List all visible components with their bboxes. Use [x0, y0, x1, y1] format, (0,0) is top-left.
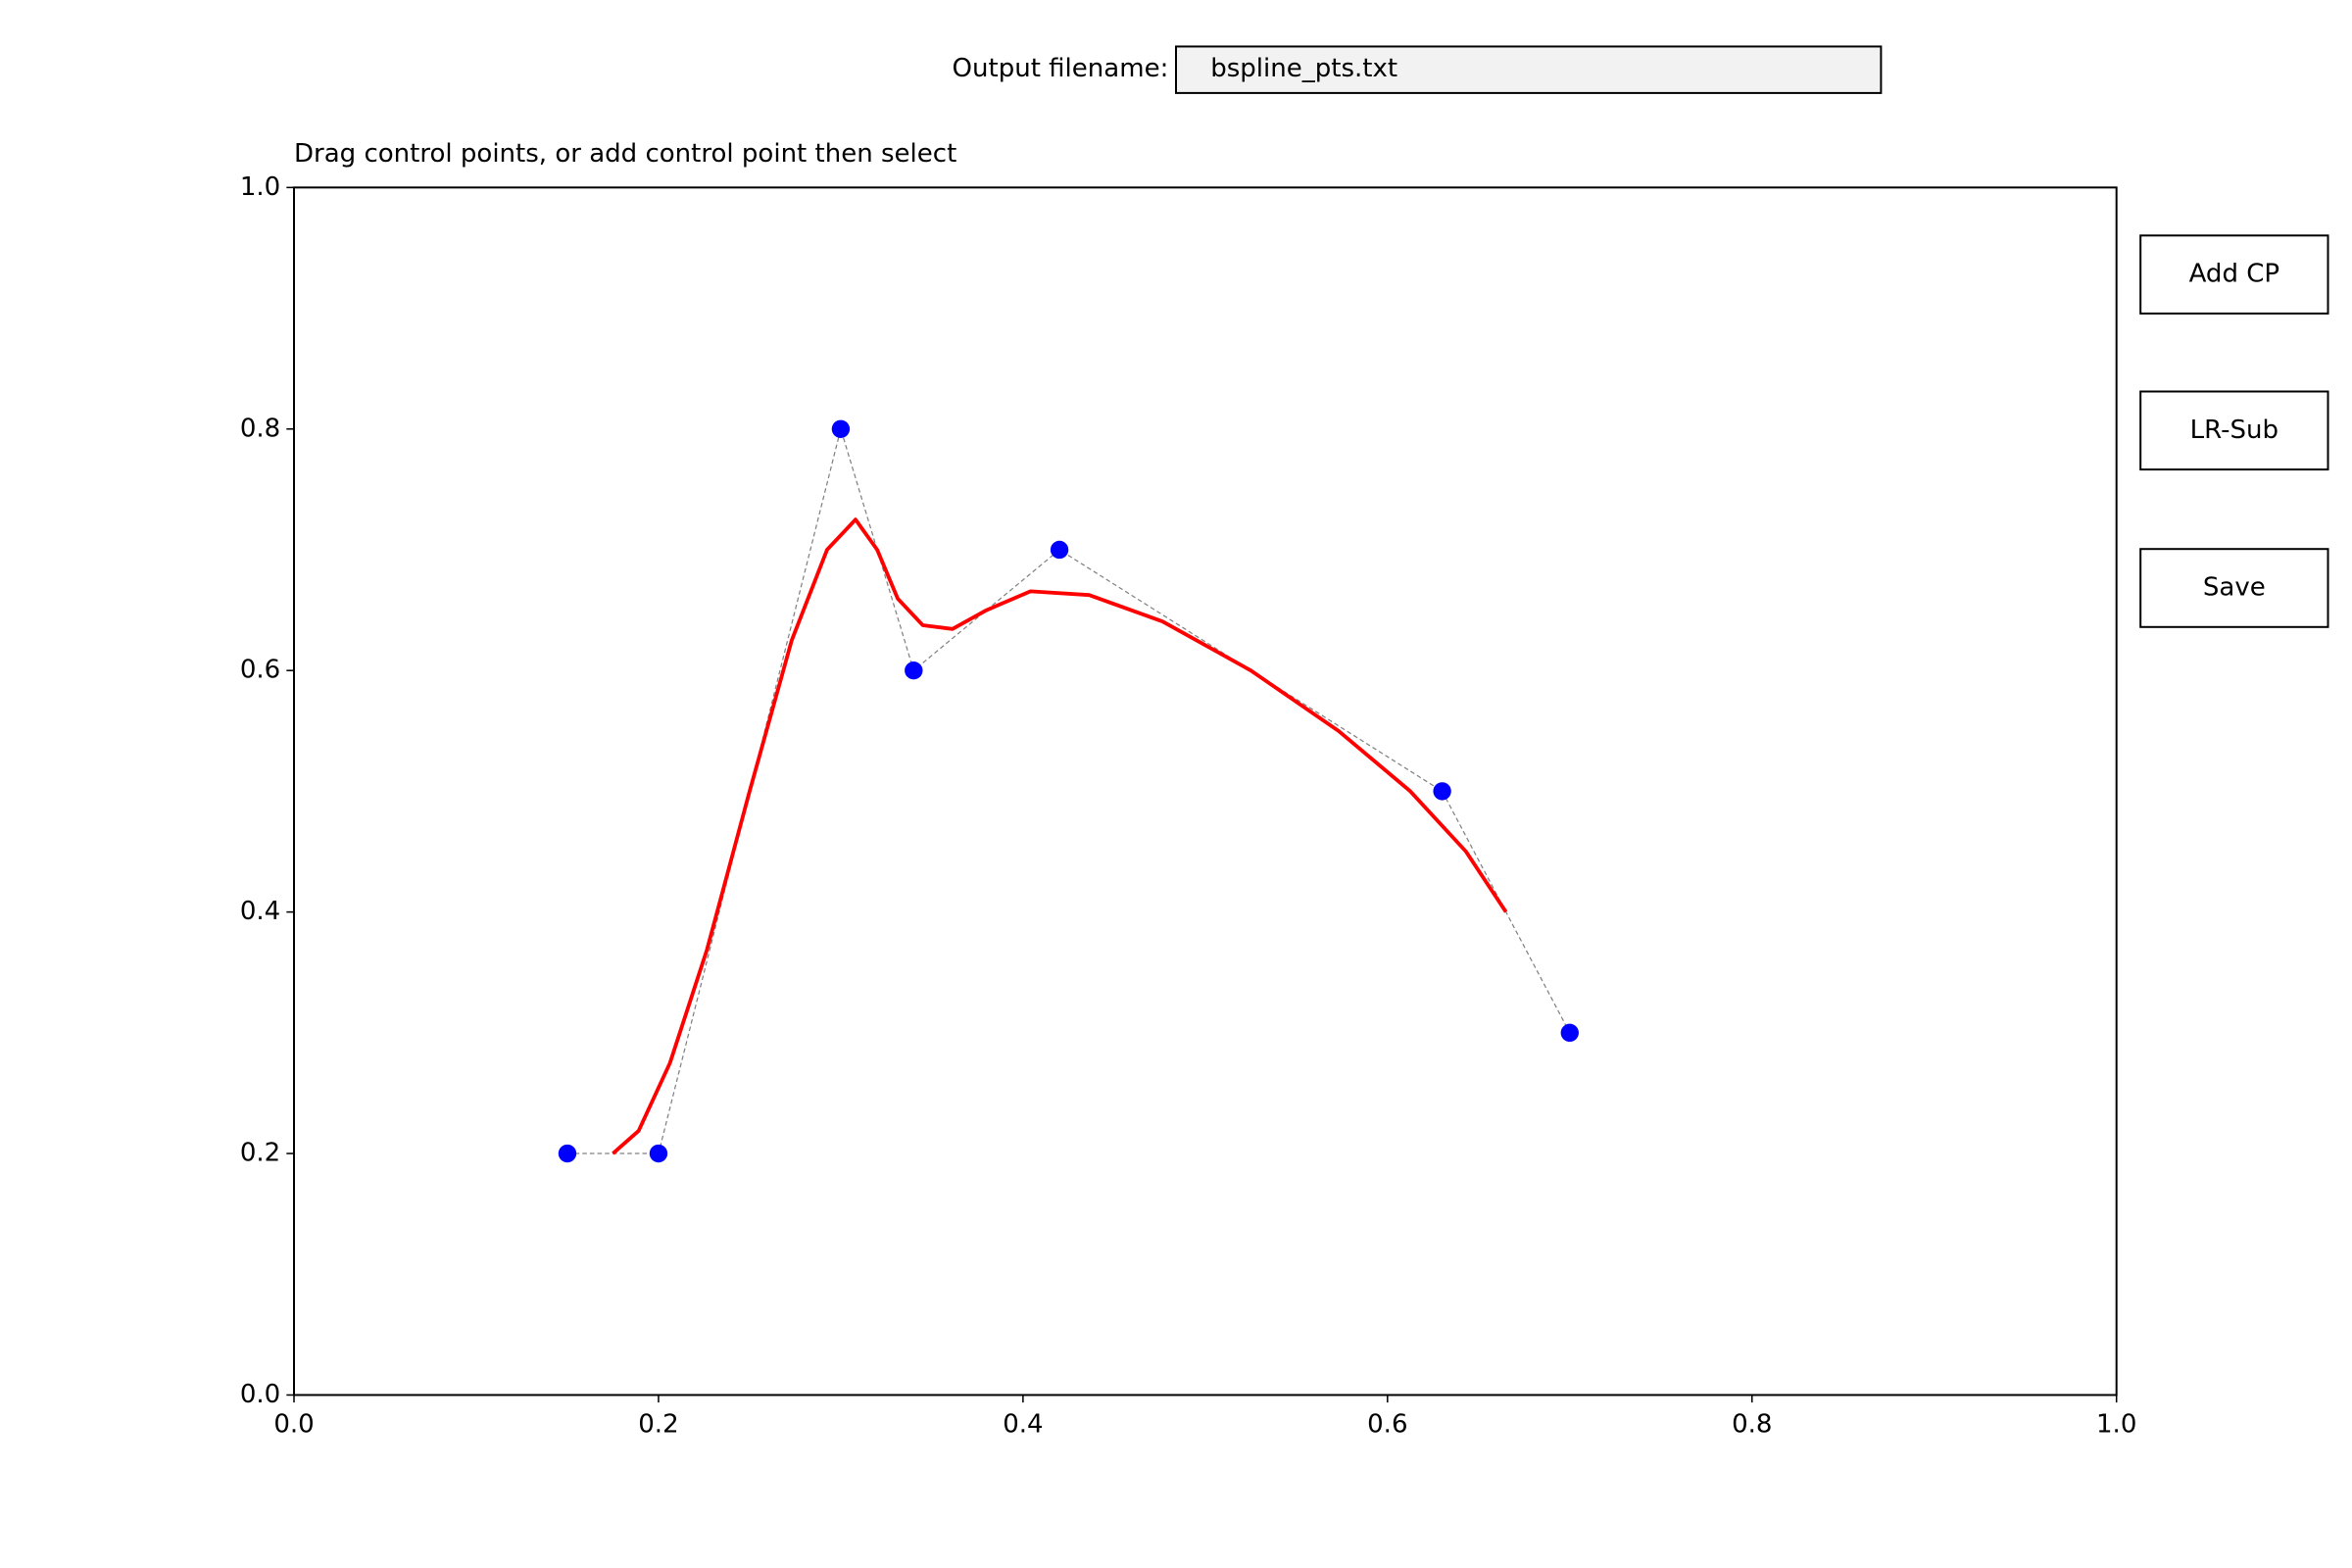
y-tick-label: 1.0 [240, 172, 280, 202]
button-label[interactable]: Add CP [2189, 260, 2280, 289]
button-frame[interactable] [2139, 234, 2329, 315]
spline-curve [612, 517, 1508, 1155]
x-tick-label: 0.4 [1003, 1410, 1043, 1440]
y-tick-label: 0.8 [240, 414, 280, 443]
control-point[interactable] [649, 1144, 668, 1163]
x-tick-label: 1.0 [2096, 1410, 2136, 1440]
control-point[interactable] [831, 419, 851, 438]
chart-title: Drag control points, or add control poin… [294, 139, 956, 169]
x-tick-label: 0.0 [273, 1410, 314, 1440]
filename-value[interactable]: bspline_pts.txt [1210, 54, 1397, 83]
control-point[interactable] [1433, 782, 1451, 801]
filename-input[interactable] [1175, 45, 1883, 94]
button-label[interactable]: Save [2203, 573, 2266, 603]
x-tick-label: 0.6 [1367, 1410, 1407, 1440]
y-tick-label: 0.4 [240, 897, 280, 926]
control-point[interactable] [905, 662, 923, 680]
button-label[interactable]: LR-Sub [2190, 416, 2278, 445]
x-tick-label: 0.2 [638, 1410, 678, 1440]
lr-sub-button[interactable]: LR-Sub [2139, 390, 2329, 471]
control-point[interactable] [558, 1144, 577, 1163]
y-tick-label: 0.2 [240, 1139, 280, 1168]
control-point[interactable] [1560, 1023, 1579, 1043]
y-tick-label: 0.0 [240, 1380, 280, 1409]
x-tick-label: 0.8 [1732, 1410, 1772, 1440]
filename-label: Output filename: [953, 54, 1169, 83]
axes-frame [293, 186, 2118, 1396]
button-frame[interactable] [2139, 390, 2329, 471]
control-point[interactable] [1050, 540, 1069, 560]
button-frame[interactable] [2139, 548, 2329, 628]
y-tick-label: 0.6 [240, 656, 280, 685]
save-button[interactable]: Save [2139, 548, 2329, 628]
plot-area [558, 419, 1579, 1163]
add-cp-button[interactable]: Add CP [2139, 234, 2329, 315]
